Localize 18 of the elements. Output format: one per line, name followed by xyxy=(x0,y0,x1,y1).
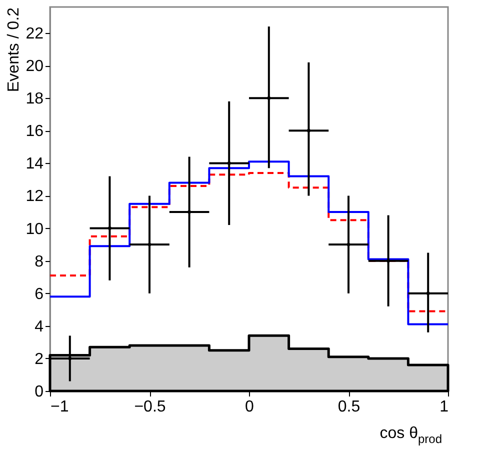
y-tick-label: 4 xyxy=(34,318,44,336)
y-tick-label: 16 xyxy=(26,123,44,140)
y-axis-title: Events / 0.2 xyxy=(6,7,23,92)
y-tick-label: 6 xyxy=(34,286,44,303)
x-tick-label: −1 xyxy=(50,398,69,416)
y-tick-label: 14 xyxy=(26,156,44,173)
x-tick-label: 1 xyxy=(440,398,449,416)
y-tick-label: 22 xyxy=(26,26,44,43)
y-tick-label: 20 xyxy=(26,58,44,76)
y-tick-label: 8 xyxy=(34,253,44,270)
x-tick-label: −0.5 xyxy=(134,398,166,416)
x-tick-label: 0 xyxy=(245,398,254,416)
y-tick-label: 18 xyxy=(26,90,44,108)
y-tick-label: 2 xyxy=(34,350,44,368)
y-tick-label: 10 xyxy=(26,220,44,238)
y-tick-label: 0 xyxy=(34,384,44,400)
y-tick-label: 12 xyxy=(26,188,44,206)
x-tick-label: 0.5 xyxy=(338,398,360,416)
